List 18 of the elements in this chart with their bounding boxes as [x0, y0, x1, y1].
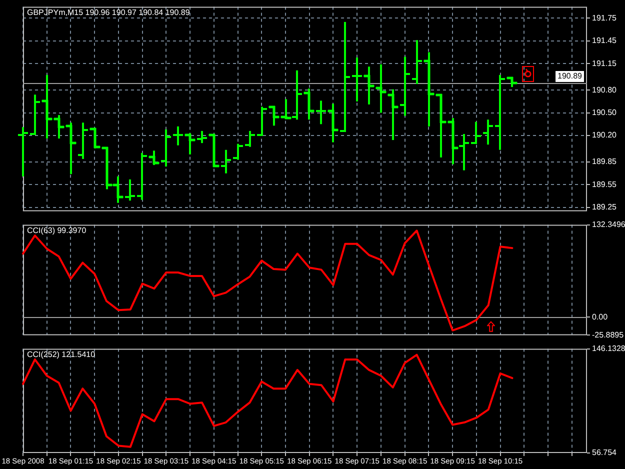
ref-line-label: 190.89 [558, 72, 583, 81]
y-tick-label: 0.00 [592, 312, 608, 322]
y-tick-label: 56.754 [592, 448, 618, 458]
y-tick-label: 191.15 [592, 58, 618, 68]
y-tick-label: 191.45 [592, 36, 618, 46]
chart-title: CCI(63) 99.3970 [27, 226, 87, 236]
y-tick-label: 146.1328 [592, 344, 625, 354]
y-tick-label: 189.25 [592, 202, 618, 212]
chart-title: CCI(252) 121.5410 [27, 350, 96, 360]
y-tick-label: 189.55 [592, 180, 618, 189]
y-tick-label: 189.85 [592, 157, 618, 166]
y-tick-label: 191.75 [592, 13, 618, 22]
y-tick-label: 190.20 [592, 130, 618, 140]
chart-title: GBPJPYm,M15 190.96 190.97 190.84 190.89 [27, 8, 190, 18]
y-tick-label: 190.80 [592, 85, 618, 94]
y-tick-label: 190.50 [592, 108, 618, 117]
y-tick-label: -25.8895 [592, 330, 624, 340]
y-tick-label: 132.3496 [592, 220, 625, 230]
